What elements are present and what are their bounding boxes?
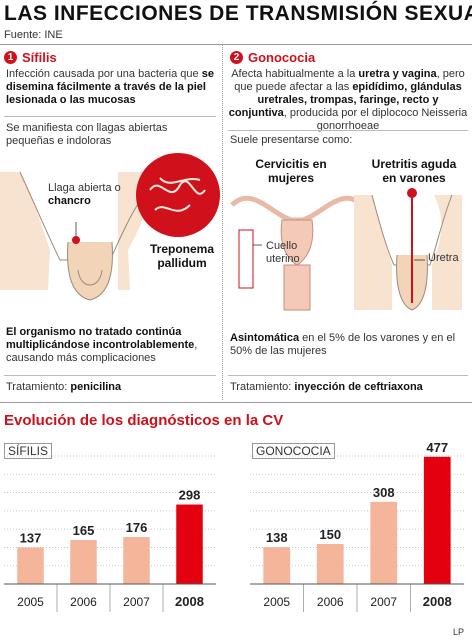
sifilis-body-right	[118, 172, 160, 290]
value-label-2006: 150	[319, 527, 341, 542]
asintomatica-rest: en el 5% de los varones y en el 50% de l…	[230, 332, 456, 357]
value-label-2008: 477	[426, 440, 448, 455]
bar-2007	[370, 501, 398, 584]
gonococia-intro-c: , pero que puede afectar a las	[234, 68, 465, 93]
sifilis-intro-b: que	[180, 68, 202, 80]
bar-2005	[17, 547, 44, 584]
male-body-right	[432, 195, 462, 310]
value-label-2007: 308	[373, 485, 395, 500]
number-badge-1: 1	[4, 51, 17, 64]
gonococia-rule-1	[228, 130, 468, 131]
bladder-dot	[407, 188, 417, 198]
gonococia-intro-e: , producida por el diplococo Neisseria g…	[283, 107, 468, 132]
bar-2008	[176, 504, 203, 584]
sifilis-rule-1	[4, 116, 216, 117]
value-label-2005: 138	[266, 530, 288, 545]
chancro-label: chancro	[48, 195, 91, 207]
uretritis-label: Uretritis aguda en varones	[371, 157, 457, 185]
sifilis-untreated: El organismo no tratado continúa multipl…	[6, 326, 218, 365]
sifilis-heading-label: Sífilis	[22, 50, 57, 65]
cuello-label: Cuello uterino	[266, 240, 300, 265]
cervix-canal	[283, 264, 311, 311]
bar-2006	[316, 544, 344, 584]
sifilis-penis-line	[77, 269, 103, 286]
cuello-box	[238, 229, 254, 289]
gonococia-intro-a: Afecta habitualmente a la	[231, 68, 359, 80]
uretra-label: Uretra	[428, 252, 459, 264]
chart-title: Evolución de los diagnósticos en la CV	[4, 412, 284, 429]
sifilis-rule-2	[4, 375, 216, 376]
gonococia-rule-2	[228, 375, 468, 376]
llaga-label-text: Llaga abierta o	[48, 182, 121, 194]
tick-label-2007: 2007	[370, 595, 397, 609]
sifilis-treatment-label: Tratamiento:	[6, 381, 71, 393]
bar-2006	[70, 540, 97, 584]
gonococia-treatment-value: inyección de ceftriaxona	[294, 381, 423, 393]
uterus-tubes	[230, 195, 364, 223]
sifilis-treatment: Tratamiento: penicilina	[6, 381, 121, 394]
chart-label-sifilis: SÍFILIS	[4, 443, 53, 459]
sifilis-untreated-rest: , causando más complicaciones	[6, 339, 198, 364]
gonococia-intro-b: uretra y vagina	[358, 68, 437, 80]
bar-2007	[123, 537, 150, 584]
gonococia-illustration	[230, 188, 462, 311]
bacteria-strands	[149, 177, 206, 212]
source-note: Fuente: INE	[4, 29, 63, 41]
gonococia-intro-d: epidídimo, glándulas uretrales, trompas,…	[228, 81, 462, 119]
sifilis-intro: Infección causada por una bacteria que s…	[6, 68, 218, 107]
asintomatica-bold: Asintomática	[230, 332, 300, 344]
value-label-2008: 298	[179, 488, 201, 503]
sifilis-treatment-value: penicilina	[70, 381, 122, 393]
llaga-label: Llaga abierta o chancro	[48, 182, 148, 208]
tick-label-2006: 2006	[317, 595, 344, 609]
value-label-2007: 176	[126, 520, 148, 535]
page-title: LAS INFECCIONES DE TRANSMISIÓN SEXUAL	[4, 2, 472, 25]
gonococia-intro: Afecta habitualmente a la uretra y vagin…	[228, 68, 468, 133]
chancro-dot	[72, 236, 80, 244]
sifilis-untreated-bold: El organismo no tratado continúa multipl…	[6, 326, 195, 351]
sifilis-illustration	[0, 153, 220, 301]
sifilis-manifest: Se manifiesta con llagas abiertas pequeñ…	[6, 122, 168, 147]
value-label-2005: 137	[20, 530, 42, 545]
diagnosis-charts: 137 2005 165 2006 176 2007 298 2008 138 2005 150 20…	[4, 440, 464, 612]
bacteria-circle	[136, 153, 220, 237]
sifilis-body-left	[0, 172, 50, 290]
tick-label-2007: 2007	[123, 595, 150, 609]
gonococia-heading-label: Gonococia	[248, 50, 316, 65]
sifilis-heading: 1 Sífilis	[4, 50, 57, 65]
credit: LP	[452, 627, 464, 637]
sifilis-intro-a: Infección causada por una bacteria	[6, 68, 178, 80]
gonococia-asintomatica: Asintomática en el 5% de los varones y e…	[230, 332, 466, 358]
gonococia-suele: Suele presentarse como:	[230, 134, 353, 146]
male-body-left	[354, 195, 392, 310]
section-rule	[0, 402, 472, 403]
tick-label-2006: 2006	[70, 595, 97, 609]
sifilis-intro-bold: se disemina fácilmente a través de la pi…	[6, 68, 214, 106]
bar-2005	[263, 547, 291, 584]
cervicitis-label: Cervicitis en mujeres	[255, 157, 327, 185]
number-badge-2: 2	[230, 51, 243, 64]
gonococia-treatment: Tratamiento: inyección de ceftriaxona	[230, 381, 423, 394]
tick-label-2005: 2005	[17, 595, 44, 609]
tick-label-2005: 2005	[263, 595, 290, 609]
value-label-2006: 165	[73, 523, 95, 538]
sifilis-penis	[67, 241, 113, 301]
column-divider	[222, 44, 223, 400]
chart-label-gonococia: GONOCOCIA	[252, 443, 335, 459]
gonococia-treatment-label: Tratamiento:	[230, 381, 295, 393]
bacteria-label: Treponema pallidum	[149, 242, 215, 270]
tick-label-2008: 2008	[423, 594, 452, 609]
bar-2008	[423, 456, 451, 584]
header-rule	[0, 44, 472, 45]
gonococia-heading: 2 Gonococia	[230, 50, 315, 65]
tick-label-2008: 2008	[175, 594, 204, 609]
